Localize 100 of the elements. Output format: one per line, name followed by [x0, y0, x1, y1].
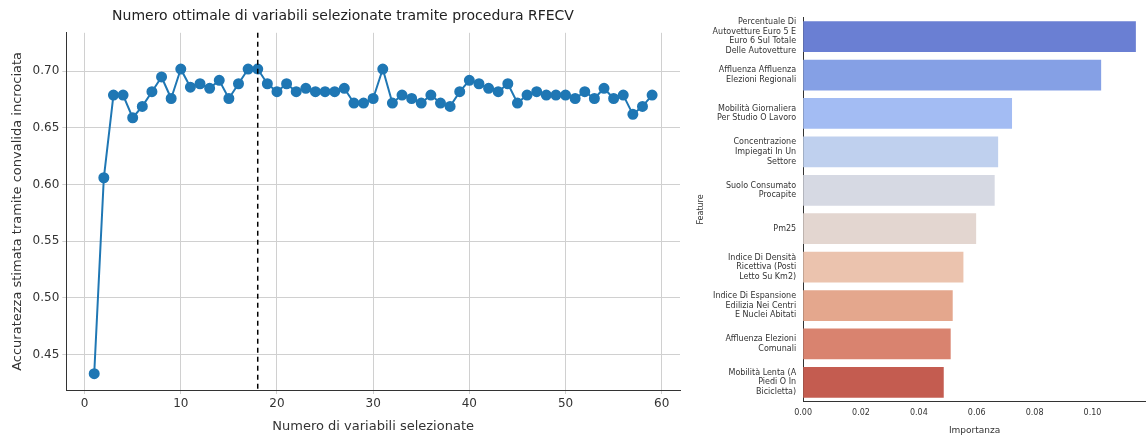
bar: [803, 290, 953, 321]
point: [290, 86, 302, 98]
point: [175, 63, 187, 75]
bar: [803, 59, 1102, 91]
point: [107, 89, 119, 101]
point: [483, 82, 495, 94]
point: [444, 100, 456, 112]
x-tick-label: 0.10: [1083, 408, 1102, 418]
point: [319, 86, 331, 98]
point: [627, 108, 639, 120]
point: [156, 71, 168, 83]
bar: [803, 136, 999, 168]
point: [636, 100, 648, 112]
point: [550, 89, 562, 101]
y-tick-label: Mobilità Lenta (A Piedi O In Bicicletta): [728, 367, 797, 397]
y-tick-label: Concentrazione Impiegati In Un Settore: [733, 137, 797, 166]
x-axis-title: Numero di variabili selezionate: [272, 417, 474, 433]
x-tick-label: 0: [80, 396, 89, 411]
x-tick-label: 50: [557, 396, 574, 411]
point: [261, 78, 273, 90]
point: [309, 86, 321, 98]
y-tick-label: 0.60: [32, 176, 60, 191]
y-axis-title: Feature: [695, 194, 705, 225]
x-tick-label: 0.02: [852, 408, 870, 418]
bar: [803, 213, 977, 245]
point: [300, 82, 312, 94]
point: [98, 172, 110, 184]
point: [463, 74, 475, 86]
point: [136, 100, 148, 112]
point: [184, 81, 196, 93]
point: [646, 89, 658, 101]
y-tick-label: Indice Di Densità Ricettiva (Posti Letto Su Km2): [728, 252, 797, 281]
point: [242, 63, 254, 75]
x-tick-label: 0.00: [794, 408, 813, 418]
y-tick-label: Pm25: [773, 223, 797, 233]
bar: [803, 98, 1013, 129]
y-tick-label: Indice Di Espansione Edilizia Nei Centri E Nuclei Abitati: [713, 291, 797, 320]
point: [223, 92, 235, 104]
y-tick-label: Percentuale Di Autovetture Euro 5 E Euro 6 Sul Totale Delle Autovetture: [712, 17, 797, 56]
bar: [803, 328, 951, 360]
x-tick-label: 30: [365, 396, 381, 411]
point: [127, 112, 139, 124]
point: [425, 89, 437, 101]
point: [511, 97, 523, 109]
point: [434, 97, 446, 109]
y-tick-label: Mobilità Giornaliera Per Studio O Lavoro: [716, 103, 797, 123]
point: [396, 89, 408, 101]
bar: [803, 367, 944, 398]
point: [406, 92, 418, 104]
point: [281, 78, 293, 90]
bar: [803, 251, 964, 283]
chart-title: Numero ottimale di variabili selezionate tramite procedura RFECV: [112, 7, 575, 24]
y-tick-label: 0.70: [32, 63, 60, 78]
y-tick-label: Affluenza Elezioni Comunali: [725, 334, 797, 353]
point: [367, 92, 379, 104]
point: [588, 92, 600, 104]
point: [569, 92, 581, 104]
x-tick-label: 0.04: [909, 408, 928, 418]
point: [252, 63, 264, 75]
x-tick-label: 60: [654, 396, 670, 411]
x-tick-label: 40: [461, 396, 477, 411]
point: [88, 368, 100, 380]
y-tick-label: 0.45: [32, 346, 60, 361]
point: [454, 86, 466, 98]
point: [358, 97, 370, 109]
x-tick-label: 10: [173, 396, 189, 411]
y-tick-label: 0.65: [32, 120, 60, 135]
y-tick-label: Affluenza Affluenza Elezioni Regionali: [718, 65, 797, 84]
point: [502, 78, 514, 90]
point: [348, 97, 360, 109]
y-tick-label: Suolo Consumato Procapite: [725, 180, 797, 200]
point: [473, 78, 485, 90]
y-tick-label: 0.55: [32, 233, 60, 248]
point: [579, 86, 591, 98]
x-tick-label: 0.06: [967, 408, 986, 418]
point: [329, 86, 341, 98]
point: [560, 89, 572, 101]
point: [165, 92, 177, 104]
point: [338, 82, 350, 94]
point: [117, 89, 129, 101]
point: [233, 78, 244, 90]
point: [492, 86, 504, 98]
point: [271, 86, 283, 98]
point: [204, 82, 216, 94]
y-tick-label: 0.50: [32, 289, 60, 304]
point: [386, 97, 398, 109]
x-tick-label: 0.08: [1025, 408, 1044, 418]
bar: [803, 174, 995, 206]
point: [377, 63, 389, 75]
point: [540, 89, 552, 101]
point: [194, 78, 206, 90]
x-axis-title: Importanza: [948, 424, 1001, 435]
point: [531, 86, 543, 98]
point: [521, 89, 533, 101]
y-axis-title: Accuratezza stimata tramite convalida incrociata: [9, 51, 25, 371]
point: [146, 86, 158, 98]
point: [608, 92, 620, 104]
point: [617, 89, 629, 101]
x-tick-label: 20: [269, 396, 285, 411]
bar: [803, 21, 1136, 52]
